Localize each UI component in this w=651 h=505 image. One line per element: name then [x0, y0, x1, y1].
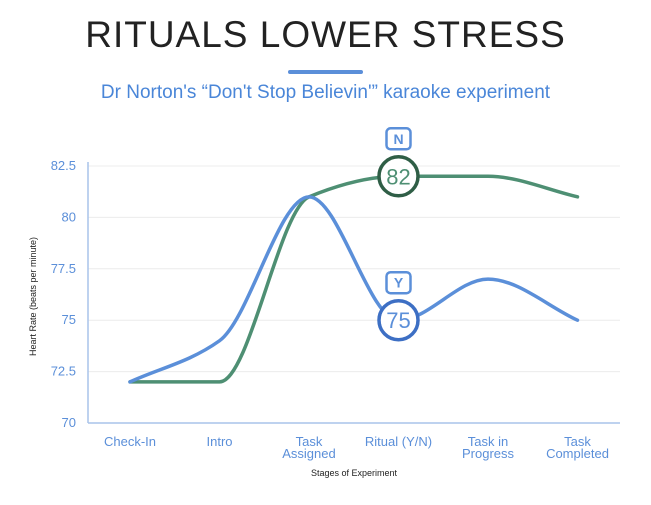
x-tick-label: Task Assigned: [282, 434, 335, 461]
x-tick-label: Task Completed: [546, 434, 609, 461]
chart-subtitle: Dr Norton's “Don't Stop Believin'” karao…: [100, 82, 551, 103]
x-tick-labels: Check-In Intro Task Assigned Ritual (Y/N) Tas…: [104, 434, 609, 461]
y-tick-label: 82.5: [51, 158, 76, 173]
y-axis-title: Heart Rate (beats per minute): [28, 237, 38, 356]
y-tick-label: 75: [62, 312, 76, 327]
x-tick-label: Intro: [206, 434, 232, 449]
value-marker-label: 82: [386, 164, 410, 189]
y-tick-labels: 70 72.5 75 77.5 80 82.5: [51, 158, 76, 430]
annotation-y: 75 Y: [377, 270, 420, 342]
value-marker-circle: [377, 155, 420, 198]
axes: [87, 162, 620, 424]
x-tick-label: Ritual (Y/N): [365, 434, 432, 449]
series-badge: [385, 127, 412, 151]
series-line-y: [128, 195, 580, 384]
x-tick-label: Task in Progress: [462, 434, 515, 461]
grid-lines: [88, 165, 620, 373]
series-line-n: [128, 174, 580, 384]
y-tick-label: 70: [62, 415, 76, 430]
y-tick-label: 80: [62, 209, 76, 224]
value-marker-circle: [377, 298, 420, 342]
series-lines: [128, 174, 580, 384]
series-badge-label: N: [393, 131, 403, 147]
series-badge-label: Y: [394, 275, 404, 291]
x-axis-title: Stages of Experiment: [311, 468, 398, 478]
value-marker-label: 75: [386, 308, 410, 333]
series-badge: [385, 270, 412, 295]
chart-title: RITUALS LOWER STRESS: [85, 14, 566, 55]
x-tick-label: Check-In: [104, 434, 156, 449]
annotations: 82 N 75 Y: [377, 127, 420, 342]
annotation-n: 82 N: [377, 127, 420, 198]
y-tick-label: 77.5: [51, 261, 76, 276]
title-divider: [288, 70, 363, 74]
y-tick-label: 72.5: [51, 364, 76, 379]
